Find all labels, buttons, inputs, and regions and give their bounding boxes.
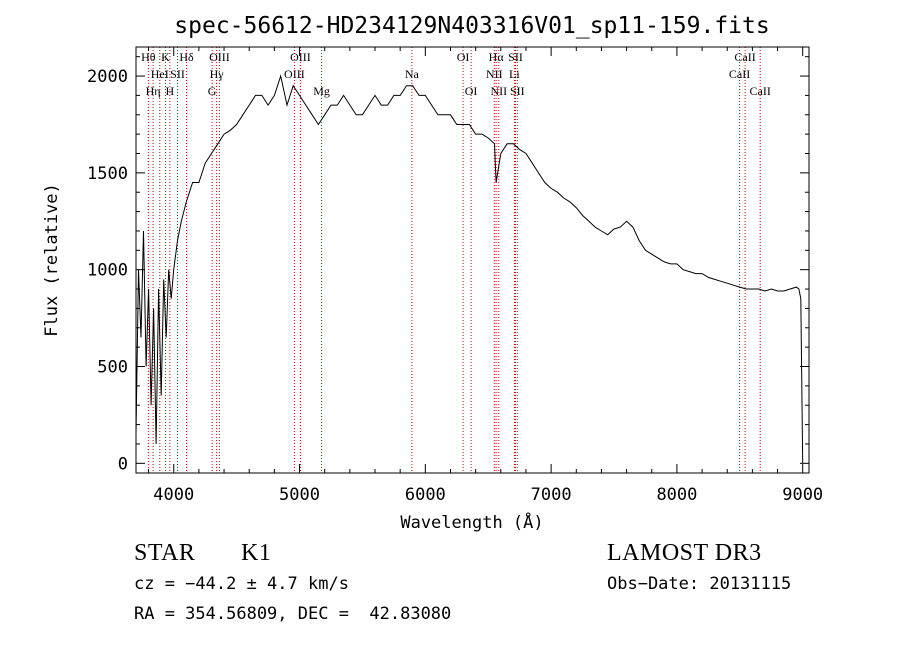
x-tick-label-5000: 5000 [279,485,320,505]
line-label-2: HeI [151,67,169,81]
y-tick-label-500: 500 [97,358,128,378]
line-label-1: Hη [146,84,161,98]
object-subclass: K1 [241,540,272,566]
line-label-19: Li [509,67,520,81]
spectral-line-labels: Hθ Hη HeI K H SII Hδ G Hγ OIII OIII OIII Mg Na OI OI NII… [141,50,771,98]
x-axis-label: Wavelength (Å) [400,511,543,533]
y-tick-label-2000: 2000 [87,67,128,87]
spectral-line-markers [147,47,761,473]
plot-frame [135,46,810,474]
coordinates: RA = 354.56809, DEC = 42.83080 [134,604,452,624]
line-label-8: Hγ [210,67,225,81]
line-label-13: Na [405,67,420,81]
line-label-0: Hθ [141,50,156,64]
line-label-24: CaII [750,84,771,98]
y-tick-label-0: 0 [118,454,128,474]
line-label-7: G [208,84,217,98]
object-class: STAR [134,540,196,566]
line-label-17: Hα [489,50,505,64]
y-tick-label-1500: 1500 [87,164,128,184]
x-tick-label-7000: 7000 [531,485,572,505]
x-axis-ticks: 4000 5000 6000 7000 8000 9000 [148,47,823,505]
line-label-22: CaII [729,67,750,81]
line-label-3: K [161,50,170,64]
line-label-10: OIII [284,67,305,81]
line-label-20: SII [508,50,523,64]
line-label-15: OI [465,84,478,98]
y-tick-label-1000: 1000 [87,261,128,281]
line-label-9: OIII [209,50,230,64]
x-tick-label-6000: 6000 [405,485,446,505]
line-label-4: H [166,84,175,98]
x-tick-label-9000: 9000 [782,485,823,505]
chart-title: spec-56612-HD234129N403316V01_sp11-159.f… [174,13,769,39]
y-axis-label: Flux (relative) [42,183,62,337]
flux-series-line [135,74,804,464]
line-label-6: Hδ [179,50,194,64]
line-label-14: OI [457,50,470,64]
obs-date: Obs−Date: 20131115 [607,574,792,594]
cz-value: cz = −44.2 ± 4.7 km/s [134,574,349,594]
x-tick-label-4000: 4000 [153,485,194,505]
line-label-18: NII [490,84,507,98]
line-label-21: SII [510,84,525,98]
line-label-23: CaII [734,50,755,64]
data-release: LAMOST DR3 [607,540,762,566]
line-label-12: Mg [313,84,330,98]
line-label-16: NII [486,67,503,81]
x-tick-label-8000: 8000 [656,485,697,505]
line-label-5: SII [170,67,185,81]
y-axis-ticks: 0 500 1000 1500 2000 [87,56,809,474]
line-label-11: OIII [290,50,311,64]
